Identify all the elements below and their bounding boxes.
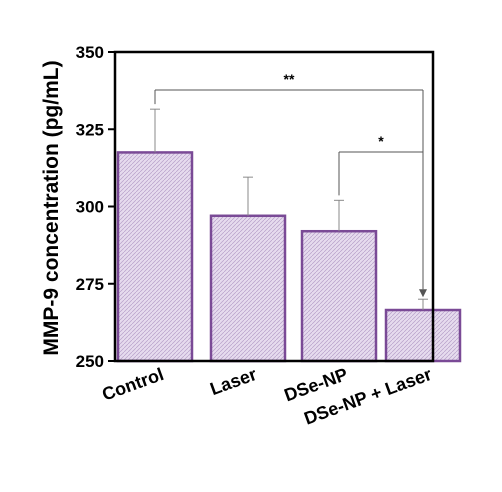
bracket-arrowhead xyxy=(419,289,427,298)
bar xyxy=(300,229,378,363)
x-category-label: Laser xyxy=(207,364,259,399)
bar xyxy=(116,151,194,363)
plot-frame xyxy=(113,50,435,363)
y-axis-title: MMP-9 concentration (pg/mL) xyxy=(40,60,63,355)
significance-label: ** xyxy=(284,71,295,87)
x-category-label: Control xyxy=(99,364,166,405)
y-tick-label: 250 xyxy=(76,352,104,371)
y-tick-label: 300 xyxy=(76,198,104,217)
bars xyxy=(116,151,462,363)
bar xyxy=(209,214,287,363)
y-tick-label: 275 xyxy=(76,275,104,294)
y-tick-label: 350 xyxy=(76,43,104,62)
bar xyxy=(384,308,462,363)
error-bars xyxy=(150,108,428,311)
y-tick-label: 325 xyxy=(76,120,104,139)
y-axis-ticks: 250 275 300 325 350 xyxy=(76,43,115,371)
significance-label: * xyxy=(378,133,384,149)
significance-brackets: *** xyxy=(154,71,427,298)
